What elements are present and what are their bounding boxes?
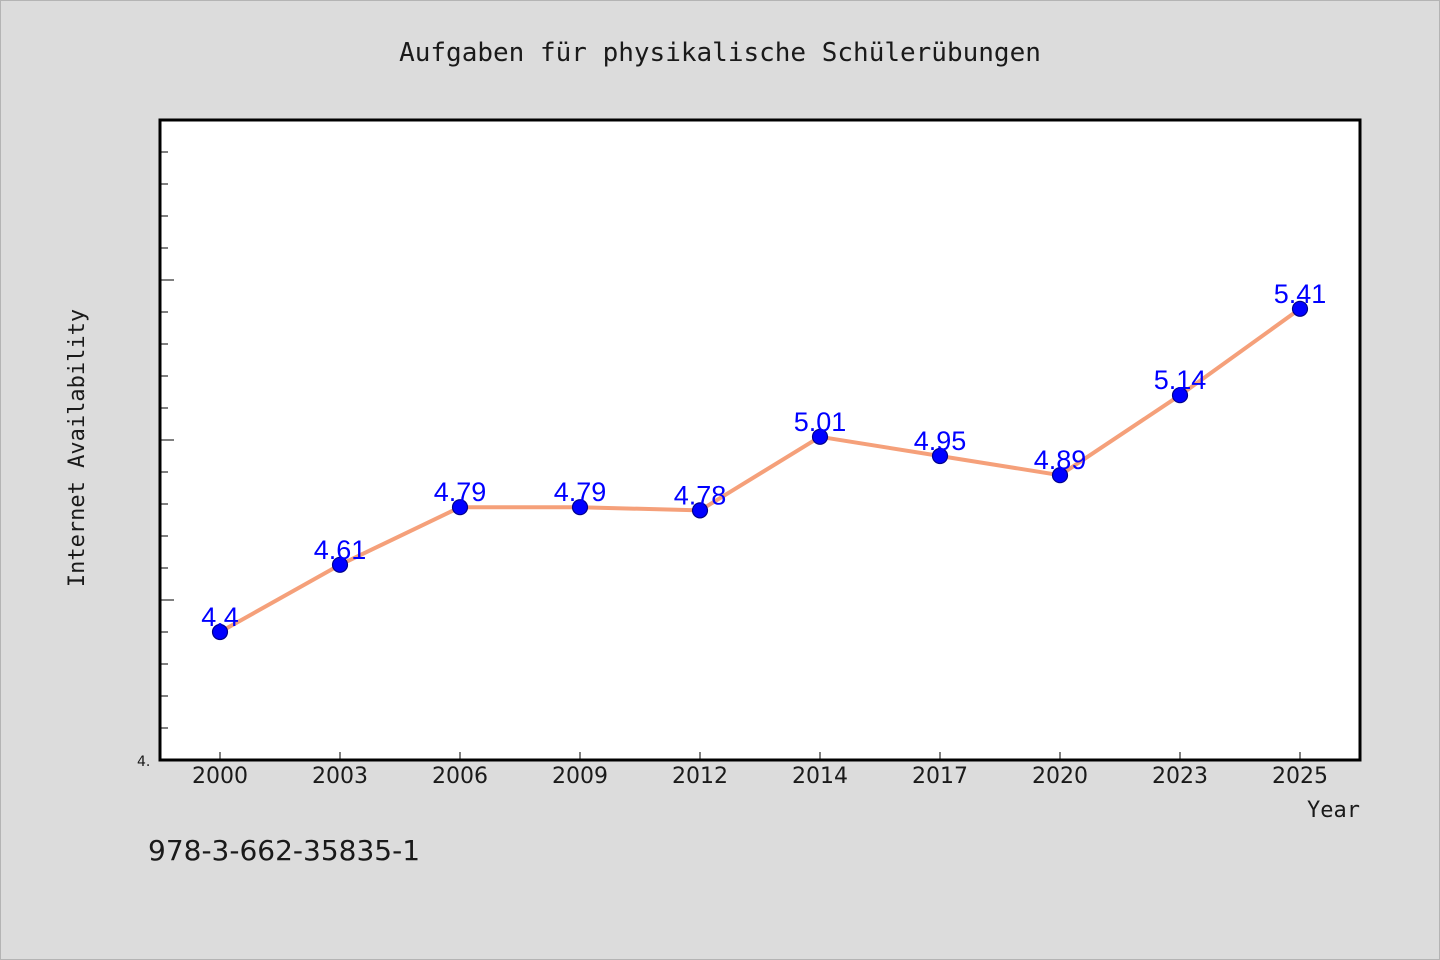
data-label: 4.95	[914, 426, 967, 456]
data-point	[1291, 300, 1309, 317]
data-point	[331, 556, 349, 573]
x-tick-label: 2006	[432, 764, 488, 789]
data-point	[1051, 467, 1069, 484]
data-point	[571, 499, 589, 516]
series-line	[218, 306, 1302, 634]
chart-title: Aufgaben für physikalische Schülerübunge…	[399, 38, 1041, 68]
y-axis-label: Internet Availability	[65, 309, 90, 587]
series-line-group: 4.4 4.61 4.79 4.79 4.78 5.01 4.95 4.89 5.14 5.41	[201, 279, 1327, 641]
x-tick-label: 2009	[552, 764, 608, 789]
data-label: 4.4	[201, 602, 239, 632]
data-label: 4.79	[434, 477, 487, 507]
data-point	[931, 447, 949, 465]
x-axis: 2000 2003 2006 2009 2012 2014 2017 2020 2023 2025	[192, 752, 1328, 789]
x-tick-label: 2003	[312, 764, 368, 789]
data-point	[811, 428, 829, 445]
x-tick-label: 2012	[672, 764, 728, 789]
x-tick-label: 2017	[912, 764, 968, 789]
data-point	[691, 502, 709, 519]
isbn-text: 978-3-662-35835-1	[148, 834, 421, 867]
data-label: 5.14	[1154, 365, 1207, 395]
data-label: 5.41	[1274, 279, 1327, 309]
data-point	[211, 623, 229, 641]
data-point	[1171, 387, 1189, 404]
x-tick-label: 2000	[192, 764, 248, 789]
data-label: 4.89	[1034, 445, 1087, 475]
x-tick-label: 2025	[1272, 764, 1328, 789]
y-axis-ticks	[160, 151, 174, 729]
data-label: 4.61	[314, 535, 367, 565]
data-label: 4.79	[554, 477, 607, 507]
y-tick-label: 4.	[137, 754, 150, 770]
plot-area	[158, 118, 1362, 762]
data-label: 4.78	[674, 480, 727, 510]
x-tick-label: 2014	[792, 764, 848, 789]
data-label: 5.01	[794, 407, 847, 437]
x-tick-label: 2020	[1032, 764, 1088, 789]
data-point	[451, 499, 469, 516]
x-axis-label: Year	[1307, 798, 1360, 823]
x-tick-label: 2023	[1152, 764, 1208, 789]
